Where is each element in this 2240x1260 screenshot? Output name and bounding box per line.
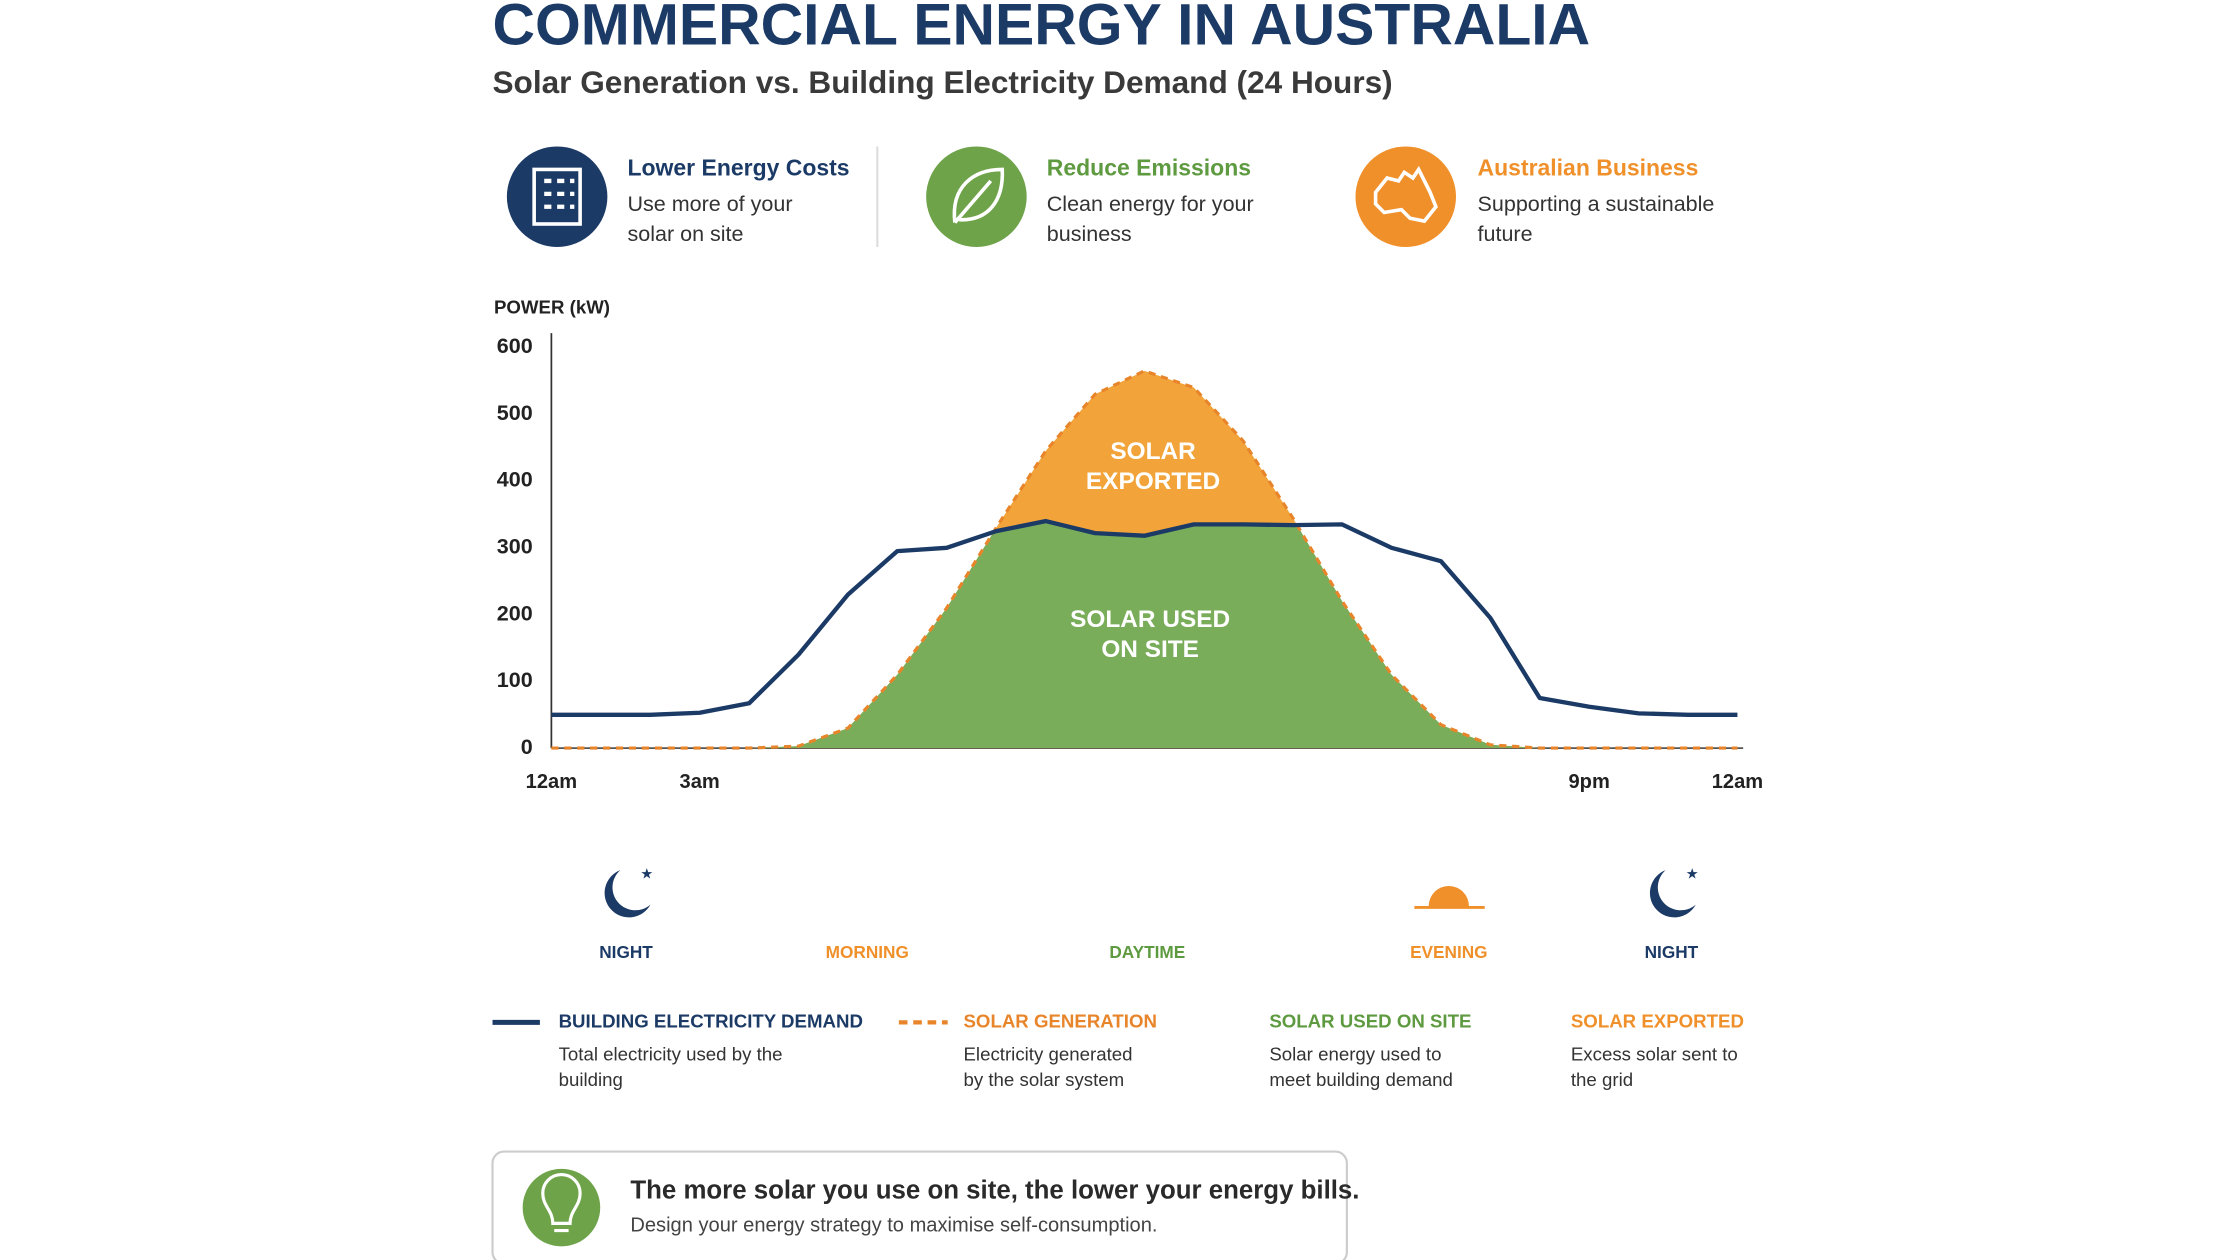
chart-annotation: ON SITE xyxy=(1101,636,1199,663)
legend-description: the grid xyxy=(1571,1069,1633,1090)
solar-used-area xyxy=(551,521,1738,749)
feature-text: future xyxy=(1478,222,1533,246)
legend-description: Total electricity used by the xyxy=(559,1043,783,1064)
legend-label: SOLAR EXPORTED xyxy=(1571,1010,1744,1031)
icon-sun xyxy=(1414,885,1485,909)
legend-label: BUILDING ELECTRICITY DEMAND xyxy=(559,1010,863,1031)
demand-line xyxy=(551,518,1738,717)
period-label: NIGHT xyxy=(1645,942,1699,962)
feature-title: Lower Energy Costs xyxy=(627,154,849,180)
chart-annotation: SOLAR USED xyxy=(1070,606,1230,633)
icon-building xyxy=(506,146,608,247)
icon-bulb xyxy=(522,1168,601,1247)
subtitle: Solar Generation vs. Building Electricit… xyxy=(493,64,1393,100)
y-tick-label: 300 xyxy=(497,534,533,558)
legend-description: building xyxy=(559,1069,623,1090)
period-label: DAYTIME xyxy=(1109,942,1185,962)
x-tick-label: 12am xyxy=(1712,771,1763,793)
y-tick-label: 400 xyxy=(497,468,533,492)
chart-annotation: SOLAR xyxy=(1110,438,1196,465)
legend-label: SOLAR GENERATION xyxy=(963,1010,1156,1031)
y-tick-label: 100 xyxy=(497,668,533,692)
tip-headline: The more solar you use on site, the lowe… xyxy=(630,1177,1359,1205)
y-tick-label: 200 xyxy=(497,601,533,625)
icon-moon: ★ xyxy=(604,866,653,918)
legend-label: SOLAR USED ON SITE xyxy=(1269,1010,1471,1031)
y-tick-label: 500 xyxy=(497,401,533,425)
feature-text: Use more of your xyxy=(627,192,792,216)
legend-description: Solar energy used to xyxy=(1269,1043,1441,1064)
feature-text: solar on site xyxy=(627,222,743,246)
x-tick-label: 9pm xyxy=(1569,771,1610,793)
svg-text:★: ★ xyxy=(640,866,653,882)
legend-description: by the solar system xyxy=(963,1069,1124,1090)
icon-leaf xyxy=(926,146,1027,247)
period-label: EVENING xyxy=(1410,942,1488,962)
svg-text:★: ★ xyxy=(1686,866,1699,882)
tip-box xyxy=(491,1150,1348,1260)
x-tick-label: 3am xyxy=(680,771,720,793)
feature-title: Australian Business xyxy=(1478,154,1699,180)
icon-australia xyxy=(1355,146,1456,247)
feature-text: Supporting a sustainable xyxy=(1478,192,1715,216)
legend-description: Electricity generated xyxy=(963,1043,1132,1064)
y-tick-label: 600 xyxy=(497,334,533,358)
feature-text: business xyxy=(1047,222,1132,246)
legend-description: meet building demand xyxy=(1269,1069,1453,1090)
title: COMMERCIAL ENERGY IN AUSTRALIA xyxy=(493,0,1591,57)
legend-description: Excess solar sent to xyxy=(1571,1043,1738,1064)
period-label: MORNING xyxy=(826,942,909,962)
feature-title: Reduce Emissions xyxy=(1047,154,1251,180)
tip-text: Design your energy strategy to maximise … xyxy=(630,1215,1157,1237)
solar-generation-line xyxy=(551,369,1738,750)
x-tick-label: 12am xyxy=(526,771,577,793)
y-tick-label: 0 xyxy=(521,735,533,759)
feature-text: Clean energy for your xyxy=(1047,192,1254,216)
chart-annotation: EXPORTED xyxy=(1086,468,1220,495)
period-label: NIGHT xyxy=(599,942,653,962)
icon-moon: ★ xyxy=(1649,866,1699,918)
y-axis-label: POWER (kW) xyxy=(494,297,610,318)
